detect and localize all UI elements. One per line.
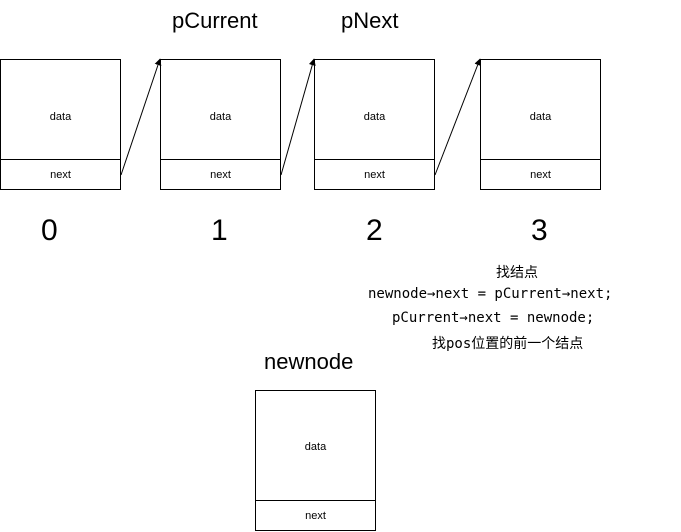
node-data-field: data — [363, 110, 386, 123]
arrow-1-to-2 — [280, 58, 316, 176]
arrow-0-to-1 — [120, 58, 162, 176]
list-node-1: data next — [160, 59, 281, 190]
index-3: 3 — [531, 214, 548, 247]
node-data-field: data — [529, 110, 552, 123]
index-2: 2 — [366, 214, 383, 247]
pnext-label: pNext — [341, 8, 399, 33]
list-node-2: data next — [314, 59, 435, 190]
node-next-field: next — [161, 159, 280, 189]
node-data-field: data — [209, 110, 232, 123]
new-node: data next — [255, 390, 376, 531]
index-0: 0 — [41, 214, 58, 247]
newnode-label: newnode — [264, 349, 354, 374]
node-next-field: next — [1, 159, 120, 189]
note-find-prev: 找pos位置的前一个结点 — [432, 336, 584, 352]
list-node-3: data next — [480, 59, 601, 190]
index-1: 1 — [211, 214, 228, 247]
node-next-field: next — [256, 500, 375, 530]
node-data-field: data — [49, 110, 72, 123]
note-find-node: 找结点 — [496, 265, 538, 281]
node-next-field: next — [481, 159, 600, 189]
note-pcurrent-next: pCurrent→next = newnode; — [392, 310, 595, 326]
list-node-0: data next — [0, 59, 121, 190]
arrow-2-to-3 — [434, 58, 481, 176]
pcurrent-label: pCurrent — [172, 8, 258, 33]
note-newnode-next: newnode→next = pCurrent→next; — [368, 286, 613, 302]
node-next-field: next — [315, 159, 434, 189]
node-data-field: data — [304, 440, 327, 453]
